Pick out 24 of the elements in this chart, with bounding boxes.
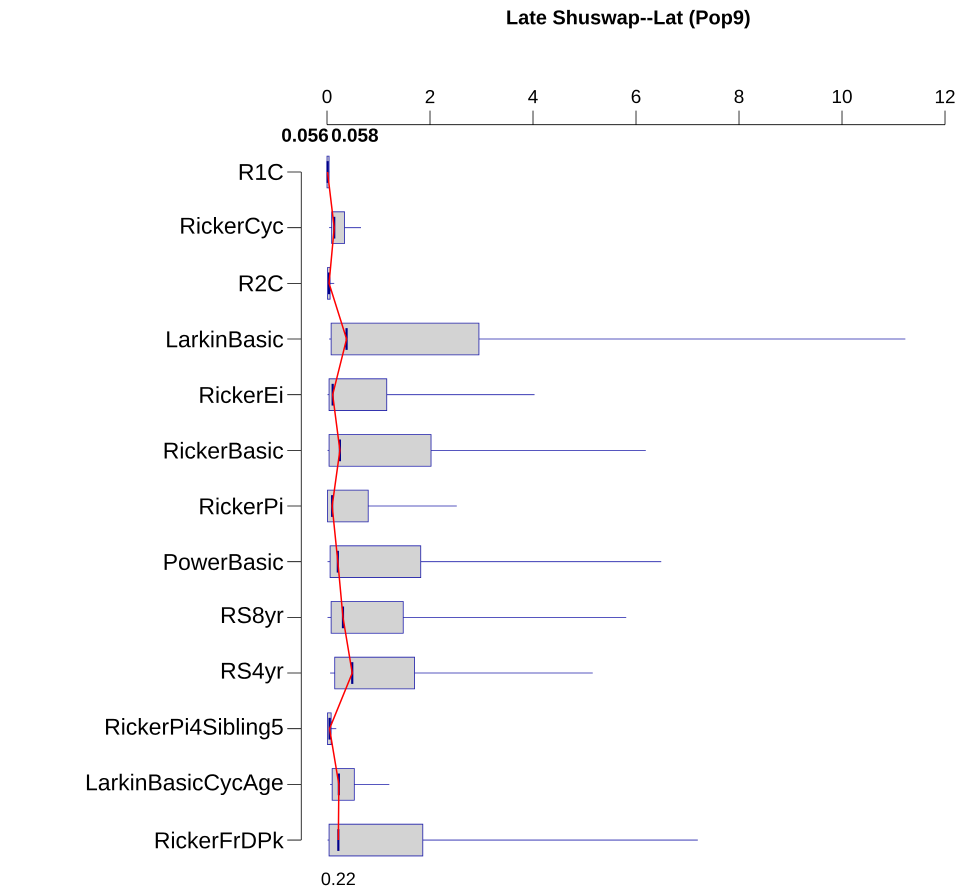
x-tick-label: 10	[832, 90, 852, 104]
annotation: 0.058	[332, 128, 378, 142]
x-tick-label: 2	[426, 90, 434, 104]
annotation: 0.056	[282, 128, 328, 142]
y-tick-label: R2C	[240, 275, 283, 292]
x-tick-label: 8	[734, 90, 744, 104]
y-tick-label: LarkinBasicCycAge	[86, 774, 283, 796]
y-tick-label: PowerBasic	[164, 553, 284, 570]
y-tick-label: RS8yr	[222, 606, 284, 628]
y-tick-label: RickerPi4Sibling5	[106, 718, 283, 740]
y-tick-label: LarkinBasic	[167, 330, 284, 348]
y-tick-label: RickerBasic	[164, 442, 284, 459]
x-tick-label: 4	[528, 90, 538, 104]
y-tick-label: RickerEi	[200, 386, 282, 404]
chart-title: Late Shuswap--Lat (Pop9)	[507, 10, 750, 28]
x-tick-label: 0	[322, 90, 332, 104]
y-tick-label: RS4yr	[222, 662, 284, 684]
y-tick-label: R1C	[240, 164, 283, 180]
x-tick-label: 12	[936, 90, 955, 104]
y-tick-label: RickerCyc	[181, 216, 284, 238]
x-tick-label: 6	[632, 90, 640, 104]
y-tick-label: RickerFrDPk	[156, 832, 284, 848]
annotation: 0.22	[322, 872, 355, 886]
y-tick-label: RickerPi	[200, 498, 282, 514]
